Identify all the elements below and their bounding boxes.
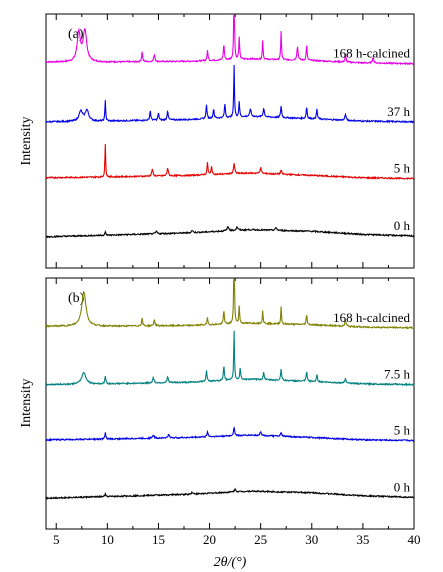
- series-label: 168 h-calcined: [333, 310, 410, 325]
- panel-a-frame: [45, 13, 415, 269]
- panel-b-frame: [45, 277, 415, 530]
- series-label: 37 h: [387, 104, 410, 119]
- panel-b-traces: [45, 278, 415, 500]
- series-trace-5-h: [45, 426, 415, 443]
- series-trace-5-h: [45, 143, 415, 181]
- x-tick-label: 5: [53, 532, 60, 547]
- panel-b-ticks: [55, 278, 415, 529]
- series-label: 5 h: [394, 161, 411, 176]
- panel-b-label: (b): [68, 291, 85, 306]
- series-label: 7.5 h: [384, 367, 411, 382]
- panel-a-series-labels: 168 h-calcined 37 h 5 h 0 h: [333, 46, 410, 233]
- series-trace-0-h: [45, 225, 415, 239]
- series-trace-0-h: [45, 487, 415, 500]
- panel-a-ticks: [55, 14, 415, 268]
- series-trace-168-h-calcined: [45, 14, 415, 66]
- x-tick-label: 25: [254, 532, 267, 547]
- panel-a-traces: [45, 14, 415, 239]
- series-label: 168 h-calcined: [333, 46, 410, 61]
- panel-b-y-axis-label: Intensity: [19, 379, 34, 428]
- x-tick-label: 10: [101, 532, 114, 547]
- panel-b-series-labels: 168 h-calcined 7.5 h 5 h 0 h: [333, 310, 410, 495]
- series-trace-168-h-calcined: [45, 278, 415, 330]
- panel-a-y-axis-label: Intensity: [19, 117, 34, 166]
- x-axis-label: 2θ/(°): [214, 555, 247, 570]
- panel-a-label: (a): [68, 27, 84, 42]
- panel-a: (a) Intensity 168 h-calcined 37 h 5 h 0 h: [19, 13, 415, 269]
- x-tick-label: 15: [152, 532, 165, 547]
- series-label: 5 h: [394, 423, 411, 438]
- series-trace-37-h: [45, 64, 415, 124]
- x-tick-label: 40: [408, 532, 421, 547]
- x-tick-label: 35: [356, 532, 369, 547]
- x-tick-label: 30: [305, 532, 318, 547]
- x-tick-labels: 5 10 15 20 25 30 35 40: [53, 532, 421, 547]
- series-label: 0 h: [394, 218, 411, 233]
- series-trace-7-5-h: [45, 330, 415, 387]
- x-tick-label: 20: [203, 532, 216, 547]
- series-label: 0 h: [394, 479, 411, 494]
